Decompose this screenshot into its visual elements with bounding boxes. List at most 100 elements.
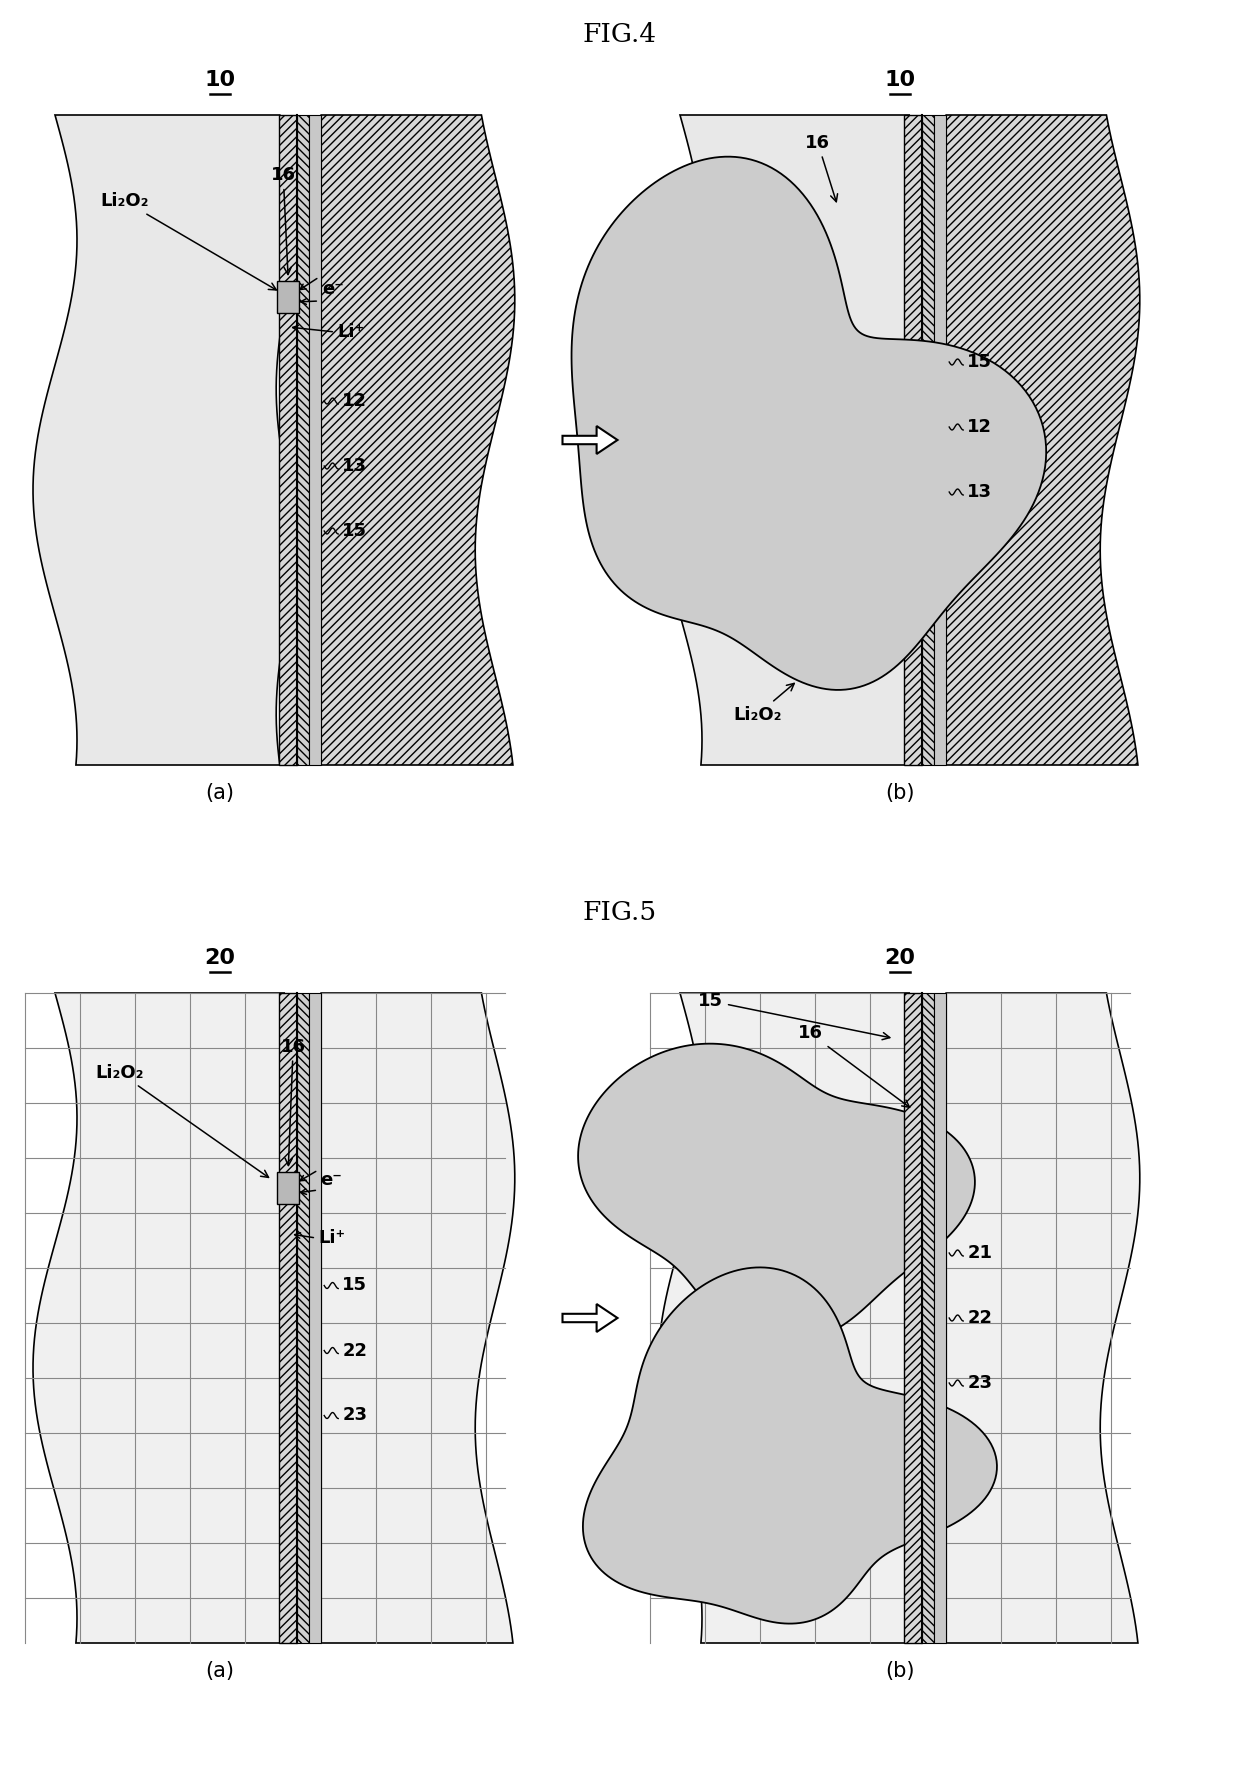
Bar: [25, 1543, 81, 1598]
Bar: [246, 1212, 300, 1268]
Bar: [1056, 1432, 1111, 1488]
Text: 22: 22: [967, 1309, 992, 1327]
Bar: [135, 1323, 190, 1379]
Bar: [815, 1488, 870, 1543]
Text: 16: 16: [805, 134, 837, 202]
Text: 12: 12: [342, 392, 367, 409]
Bar: [1111, 1268, 1166, 1323]
Bar: [81, 1159, 135, 1212]
Text: 20: 20: [884, 948, 915, 967]
Bar: [190, 1379, 246, 1432]
Bar: [650, 1103, 706, 1159]
Polygon shape: [33, 992, 284, 1643]
Bar: [760, 1543, 815, 1598]
Text: 15: 15: [967, 352, 992, 370]
Text: 16: 16: [280, 1037, 306, 1166]
Bar: [706, 1268, 760, 1323]
Bar: [376, 1048, 432, 1103]
Bar: [870, 1432, 925, 1488]
Bar: [432, 1212, 486, 1268]
Bar: [135, 992, 190, 1048]
Bar: [277, 281, 299, 313]
Bar: [760, 1323, 815, 1379]
Bar: [706, 1488, 760, 1543]
Bar: [706, 1159, 760, 1212]
Polygon shape: [321, 992, 515, 1643]
Bar: [815, 1268, 870, 1323]
Bar: [277, 1171, 299, 1203]
Bar: [81, 1598, 135, 1652]
Bar: [25, 1432, 81, 1488]
Bar: [135, 1103, 190, 1159]
Text: Li₂O₂: Li₂O₂: [95, 1064, 269, 1178]
Bar: [246, 1103, 300, 1159]
Polygon shape: [33, 114, 293, 765]
Bar: [135, 1543, 190, 1598]
Bar: [706, 1598, 760, 1652]
Bar: [1111, 1488, 1166, 1543]
Bar: [25, 1103, 81, 1159]
Bar: [946, 992, 1001, 1048]
Text: FIG.5: FIG.5: [583, 899, 657, 924]
Bar: [1111, 1159, 1166, 1212]
Bar: [650, 1212, 706, 1268]
Polygon shape: [583, 1268, 997, 1624]
Bar: [870, 1103, 925, 1159]
Bar: [190, 1268, 246, 1323]
Bar: [246, 992, 300, 1048]
Bar: [870, 1323, 925, 1379]
Polygon shape: [321, 114, 515, 765]
Bar: [190, 1048, 246, 1103]
Bar: [321, 1432, 376, 1488]
Bar: [25, 1212, 81, 1268]
Text: Li⁺: Li⁺: [319, 1228, 345, 1246]
Text: (b): (b): [885, 783, 915, 803]
Bar: [246, 1432, 300, 1488]
Bar: [432, 1323, 486, 1379]
Bar: [815, 1048, 870, 1103]
Bar: [298, 114, 309, 765]
Bar: [1001, 1268, 1056, 1323]
Bar: [923, 992, 934, 1643]
Text: FIG.4: FIG.4: [583, 21, 657, 46]
Bar: [870, 1212, 925, 1268]
Bar: [1056, 1323, 1111, 1379]
Bar: [376, 1379, 432, 1432]
Bar: [870, 1543, 925, 1598]
Bar: [190, 1159, 246, 1212]
Bar: [486, 1488, 541, 1543]
Bar: [81, 1048, 135, 1103]
Bar: [309, 114, 321, 765]
Text: (b): (b): [885, 1661, 915, 1681]
Bar: [1111, 1379, 1166, 1432]
Polygon shape: [578, 1044, 975, 1343]
Bar: [135, 1432, 190, 1488]
Bar: [946, 1212, 1001, 1268]
Text: e⁻: e⁻: [320, 1171, 342, 1189]
Text: 13: 13: [342, 458, 367, 476]
Text: 23: 23: [342, 1407, 367, 1425]
Bar: [1056, 992, 1111, 1048]
Polygon shape: [572, 157, 1047, 690]
Bar: [1001, 1159, 1056, 1212]
Bar: [279, 114, 298, 765]
Bar: [321, 1103, 376, 1159]
Bar: [376, 1268, 432, 1323]
Text: 16: 16: [799, 1025, 910, 1107]
Text: 15: 15: [698, 992, 890, 1039]
Text: 15: 15: [342, 522, 367, 540]
Bar: [1001, 1488, 1056, 1543]
Text: Li⁺: Li⁺: [337, 324, 365, 342]
Bar: [815, 1159, 870, 1212]
Bar: [934, 114, 946, 765]
Text: 21: 21: [967, 1244, 992, 1262]
Bar: [321, 992, 376, 1048]
Text: Li₂O₂: Li₂O₂: [733, 683, 795, 724]
Bar: [904, 114, 923, 765]
Bar: [946, 1543, 1001, 1598]
Text: 10: 10: [205, 70, 236, 89]
Bar: [279, 992, 298, 1643]
Bar: [25, 1323, 81, 1379]
Bar: [486, 1379, 541, 1432]
Bar: [946, 1103, 1001, 1159]
